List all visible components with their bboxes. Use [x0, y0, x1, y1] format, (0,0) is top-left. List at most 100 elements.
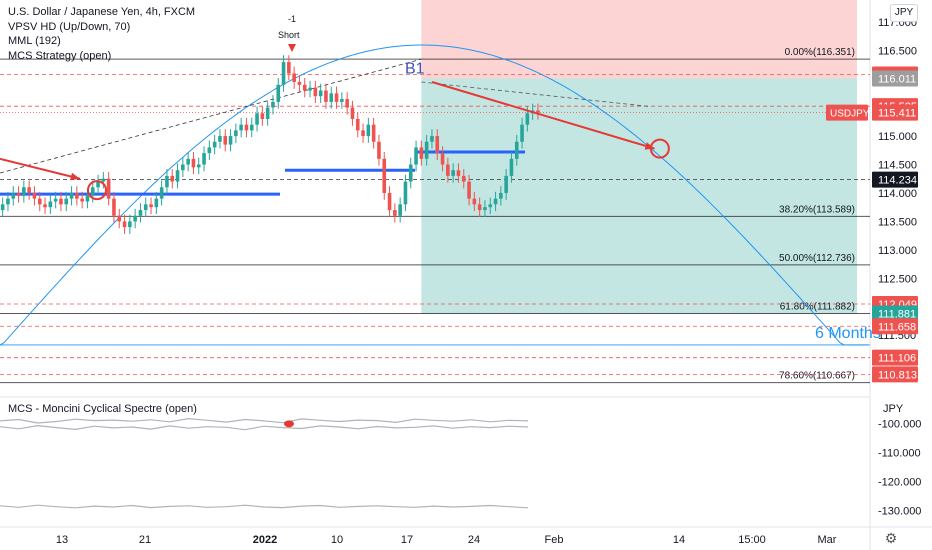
candle	[80, 191, 84, 209]
candle-body	[318, 90, 323, 97]
osc-lower-band	[0, 424, 529, 431]
candle-body	[387, 192, 392, 211]
candle	[461, 169, 466, 189]
price-label-9: 110.813	[878, 369, 917, 381]
candle-body	[212, 141, 217, 148]
candle-body	[149, 204, 153, 208]
candle-body	[202, 153, 206, 165]
candle-body	[101, 178, 106, 182]
time-tick-1: 21	[139, 534, 151, 546]
candle	[493, 191, 498, 212]
candle-body	[488, 204, 493, 208]
trend-arrow-1-shaft	[0, 157, 81, 180]
candle-body	[138, 210, 143, 216]
candle-body	[345, 99, 349, 108]
candle	[16, 186, 21, 203]
candle-body	[520, 124, 524, 142]
candle-body	[69, 192, 74, 199]
price-label-bg-1	[872, 70, 918, 87]
candle-body	[244, 124, 249, 131]
time-tick-3: 10	[331, 534, 343, 546]
candle	[27, 180, 31, 200]
candle	[377, 134, 381, 166]
candle	[128, 214, 132, 234]
fib-label-0: 0.00%(116.351)	[785, 47, 855, 58]
candle-body	[483, 207, 487, 211]
indicator-mcs-strategy[interactable]: MCS Strategy (open)	[8, 49, 112, 62]
candle	[154, 191, 159, 215]
candle	[403, 174, 408, 212]
fib-label-1: 38.20%(113.589)	[779, 204, 855, 215]
candle	[6, 191, 10, 212]
candle	[143, 197, 148, 217]
candle	[101, 171, 106, 189]
candle	[382, 151, 387, 200]
candle	[64, 191, 69, 212]
candle-body	[355, 118, 360, 131]
candle	[308, 80, 312, 98]
candle-body	[0, 204, 5, 211]
candle	[483, 200, 487, 217]
candle	[398, 197, 402, 223]
short-count: -1	[288, 14, 296, 24]
indicator-vpsv[interactable]: VPSV HD (Up/Down, 70)	[8, 20, 131, 33]
candle-body	[181, 164, 185, 171]
candle	[149, 197, 153, 215]
candle	[276, 78, 281, 109]
osc-tick-1: -110.000	[878, 447, 921, 459]
candle-body	[472, 198, 477, 205]
time-tick-2: 2022	[253, 534, 277, 546]
price-tick-1: 116.500	[878, 46, 917, 58]
candle-body	[122, 221, 127, 228]
candle-body	[408, 164, 413, 182]
candle	[414, 140, 418, 172]
indicator-mml[interactable]: MML (192)	[8, 35, 61, 47]
currency-selector[interactable]: JPY	[890, 4, 918, 22]
osc-tick-3: -130.000	[878, 505, 921, 517]
oscillator-title[interactable]: MCS - Moncini Cyclical Spectre (open)	[8, 403, 197, 415]
candle	[324, 83, 328, 109]
candle	[467, 174, 471, 206]
candle	[313, 80, 318, 104]
candle-body	[302, 84, 307, 91]
price-label-4: 114.234	[878, 175, 917, 187]
candle	[32, 186, 37, 206]
candle	[249, 117, 254, 138]
candle	[281, 55, 286, 92]
candle-body	[117, 215, 122, 222]
price-tick-9: 112.500	[878, 273, 917, 285]
candle	[345, 92, 349, 115]
candle	[59, 191, 63, 212]
candle	[419, 140, 424, 166]
time-tick-7: 14	[673, 534, 685, 546]
candle	[239, 117, 243, 138]
candle	[255, 106, 259, 132]
candle-body	[461, 175, 466, 182]
candle-body	[424, 141, 429, 159]
candle-body	[53, 198, 58, 202]
osc-tick-0: -100.000	[878, 418, 921, 430]
candle-body	[313, 87, 318, 97]
candle	[514, 134, 519, 166]
candle-body	[340, 99, 344, 102]
candle	[112, 191, 116, 223]
candle	[393, 203, 397, 223]
candle-body	[75, 192, 79, 199]
gear-icon[interactable]: ⚙	[884, 530, 898, 546]
signal-circle-1	[87, 180, 107, 201]
candle	[318, 83, 323, 104]
candle	[430, 129, 434, 149]
candle-body	[64, 198, 69, 205]
candle	[234, 123, 238, 143]
price-label-bg-9	[872, 366, 918, 383]
symbol-title[interactable]: U.S. Dollar / Japanese Yen, 4h, FXCM	[8, 6, 196, 18]
candle	[0, 197, 5, 217]
candle	[138, 203, 143, 223]
fib-label-2: 50.00%(112.736)	[779, 253, 855, 264]
candle-body	[377, 141, 381, 159]
candle	[228, 129, 233, 152]
price-label-bg-8	[872, 349, 918, 366]
candle-body	[143, 204, 148, 211]
candle-body	[281, 62, 286, 85]
